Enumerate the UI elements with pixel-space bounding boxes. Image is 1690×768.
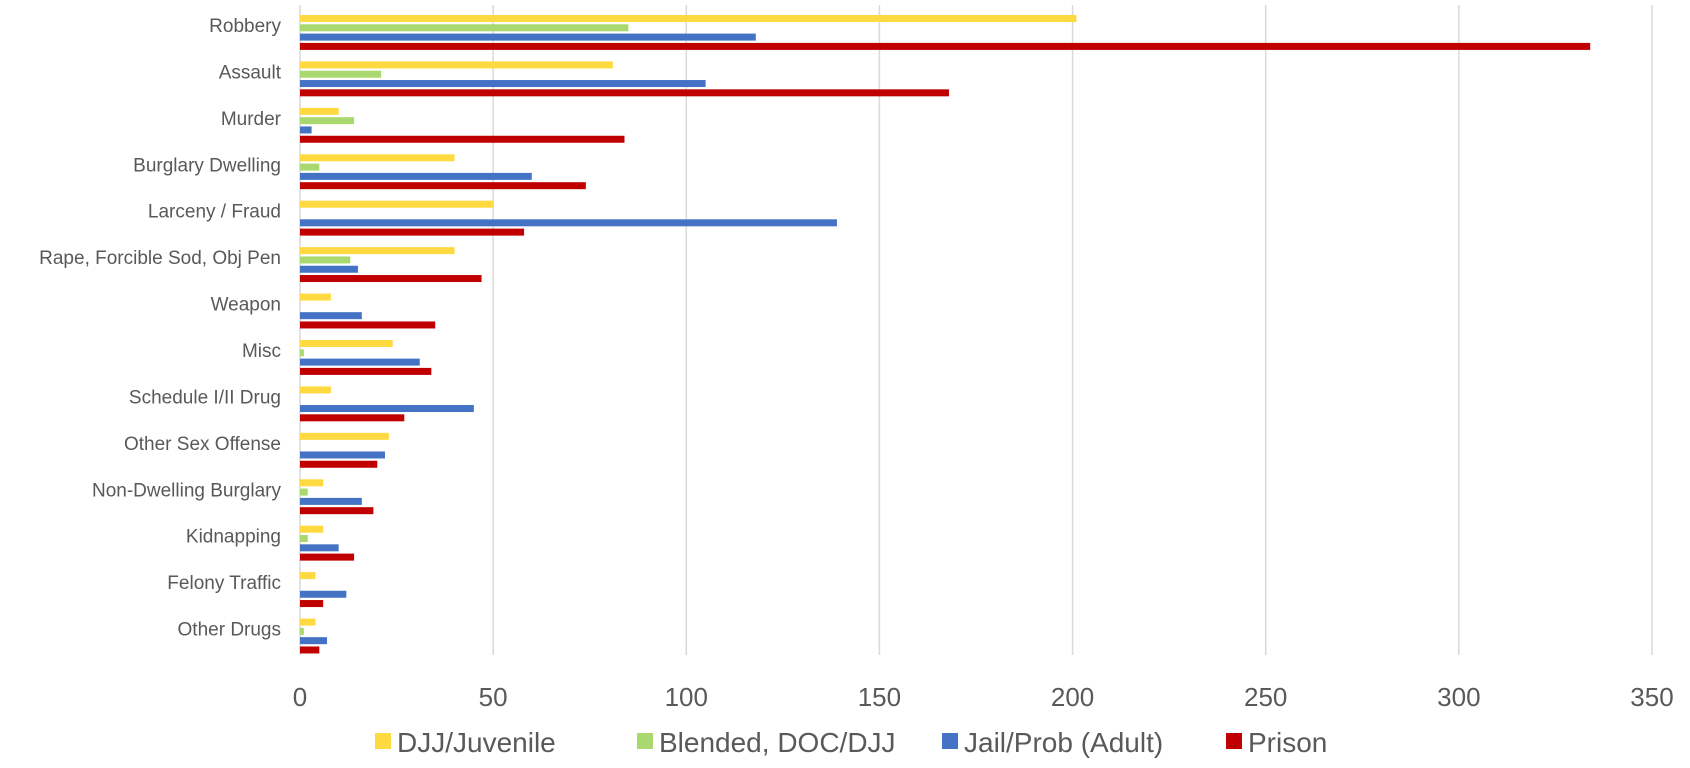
bar (300, 358, 420, 366)
category-label: Other Drugs (178, 620, 281, 641)
legend-label: Jail/Prob (Adult) (964, 727, 1163, 758)
bar (300, 451, 385, 459)
bar (300, 24, 629, 32)
legend-label: Prison (1248, 727, 1327, 758)
bar (300, 200, 494, 208)
bar (300, 340, 393, 347)
bar (300, 154, 455, 162)
bar (300, 182, 586, 190)
bar (300, 600, 324, 608)
category-label: Murder (221, 109, 282, 130)
bar (300, 627, 304, 635)
bar (300, 275, 482, 283)
legend-item: Blended, DOC/DJJ (637, 727, 896, 758)
category-label: Schedule I/II Drug (129, 387, 281, 408)
bar (300, 33, 756, 41)
bar (300, 80, 706, 88)
category-label: Rape, Forcible Sod, Obj Pen (39, 248, 281, 269)
bar (300, 479, 324, 487)
x-tick-label: 250 (1244, 682, 1287, 712)
bar (300, 321, 436, 329)
legend-swatch (375, 733, 391, 749)
legend-swatch (942, 733, 958, 749)
legend-label: Blended, DOC/DJJ (659, 727, 896, 758)
legend-item: Jail/Prob (Adult) (942, 727, 1163, 758)
bar (300, 386, 331, 394)
category-label: Larceny / Fraud (148, 202, 281, 223)
category-label: Weapon (211, 295, 281, 316)
category-label: Misc (242, 341, 281, 362)
bar (300, 525, 324, 533)
x-tick-label: 350 (1630, 682, 1673, 712)
bar (300, 544, 339, 552)
bar (300, 61, 613, 69)
x-tick-label: 200 (1051, 682, 1094, 712)
bar (300, 637, 328, 645)
bar (300, 265, 358, 273)
bar (300, 488, 308, 496)
bar (300, 553, 355, 561)
category-label: Non-Dwelling Burglary (92, 480, 282, 501)
bars (300, 15, 1591, 654)
x-tick-labels: 0 50 100 150 200 250 300 350 (293, 682, 1674, 712)
bar (300, 293, 331, 301)
legend: DJJ/Juvenile Blended, DOC/DJJ Jail/Prob (A… (375, 727, 1327, 758)
bar (300, 646, 320, 654)
legend-swatch (1226, 733, 1242, 749)
bar (300, 163, 320, 171)
bar (300, 42, 1591, 50)
bar (300, 349, 304, 357)
bar (300, 70, 382, 78)
bar (300, 107, 339, 115)
category-label: Felony Traffic (167, 573, 281, 594)
bar (300, 590, 347, 598)
bar (300, 535, 308, 543)
category-label: Other Sex Offense (124, 434, 281, 455)
legend-item: DJJ/Juvenile (375, 727, 556, 758)
bar (300, 414, 405, 422)
bar (300, 507, 374, 515)
bar (300, 219, 837, 227)
bar (300, 228, 525, 236)
bar (300, 618, 316, 626)
category-label: Burglary Dwelling (133, 155, 281, 176)
bar (300, 572, 316, 580)
x-tick-label: 50 (479, 682, 508, 712)
gridlines (299, 5, 1653, 655)
bar (300, 135, 625, 143)
bar (300, 126, 312, 134)
legend-label: DJJ/Juvenile (397, 727, 556, 758)
bar (300, 432, 389, 440)
bar (300, 460, 378, 468)
bar (300, 367, 432, 375)
category-label: Robbery (209, 16, 281, 37)
legend-item: Prison (1226, 727, 1327, 758)
x-tick-label: 100 (665, 682, 708, 712)
bar (300, 256, 351, 264)
bar (300, 117, 355, 125)
bar (300, 15, 1077, 22)
x-tick-label: 150 (858, 682, 901, 712)
bar (300, 405, 474, 413)
bar (300, 172, 532, 180)
x-tick-label: 0 (293, 682, 307, 712)
category-label: Assault (219, 62, 282, 83)
bar (300, 312, 362, 320)
bar (300, 247, 455, 255)
x-tick-label: 300 (1437, 682, 1480, 712)
bar (300, 497, 362, 505)
legend-swatch (637, 733, 653, 749)
category-label: Kidnapping (186, 527, 281, 548)
bar (300, 89, 949, 97)
category-labels: Robbery Assault Murder Burglary Dwelling Lar… (39, 16, 282, 641)
